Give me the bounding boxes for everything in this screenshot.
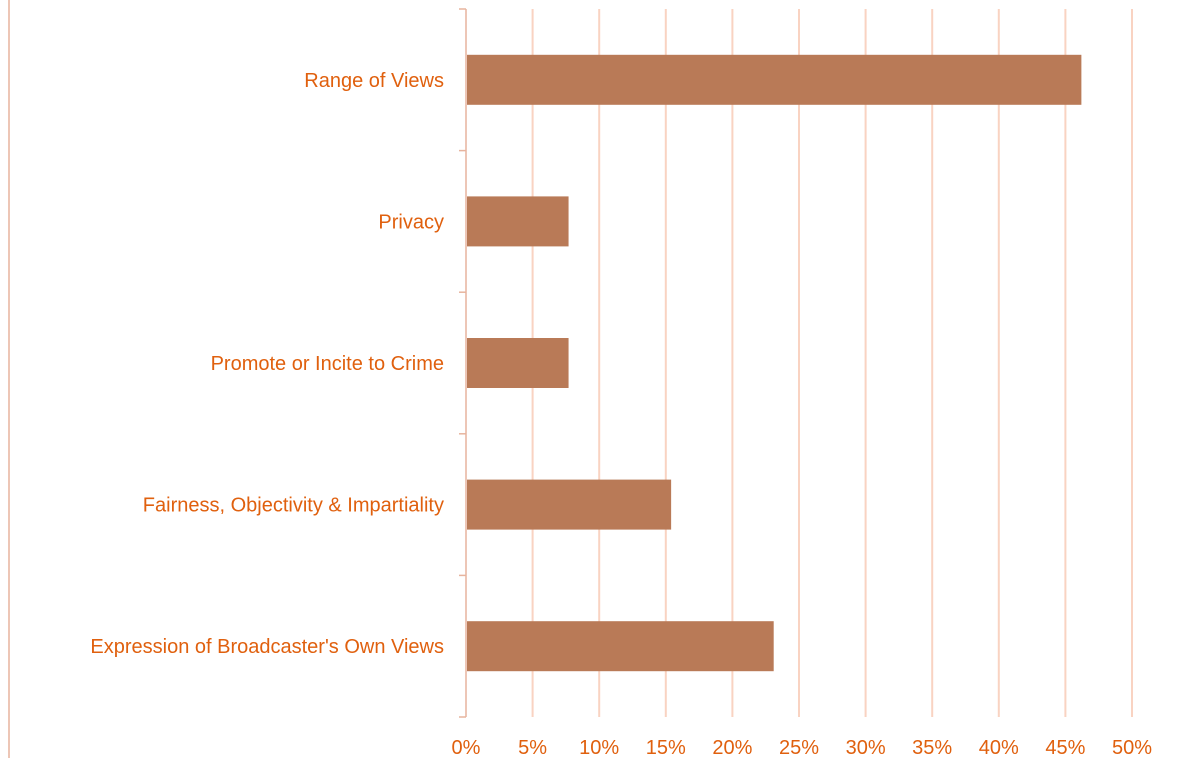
x-tick-label: 25% [779,737,819,758]
bar [467,338,569,388]
x-tick-label: 20% [712,737,752,758]
category-labels: Range of Views Privacy Promote or Incite t… [90,70,444,658]
bar [467,196,569,247]
axes [8,0,467,758]
bars [467,54,1082,672]
category-label: Range of Views [304,70,444,92]
bar [467,621,774,672]
x-tick-label: 30% [846,737,886,758]
x-tick-label: 0% [452,737,481,758]
x-tick-label: 5% [518,737,547,758]
x-tick-label: 40% [979,737,1019,758]
x-tick-label: 45% [1045,737,1085,758]
x-tick-label: 50% [1112,737,1152,758]
category-label: Expression of Broadcaster's Own Views [90,636,444,658]
x-tick-label: 15% [646,737,686,758]
bar [467,54,1082,105]
x-tick-label: 35% [912,737,952,758]
gridlines [531,9,1133,717]
x-tick-labels: 0% 5% 10% 15% 20% 25% 30% 35% 40% 45% 50% [452,737,1153,758]
category-label: Promote or Incite to Crime [211,353,444,375]
x-tick-label: 10% [579,737,619,758]
category-label: Fairness, Objectivity & Impartiality [143,495,444,517]
category-label: Privacy [378,211,444,233]
bar [467,479,672,530]
